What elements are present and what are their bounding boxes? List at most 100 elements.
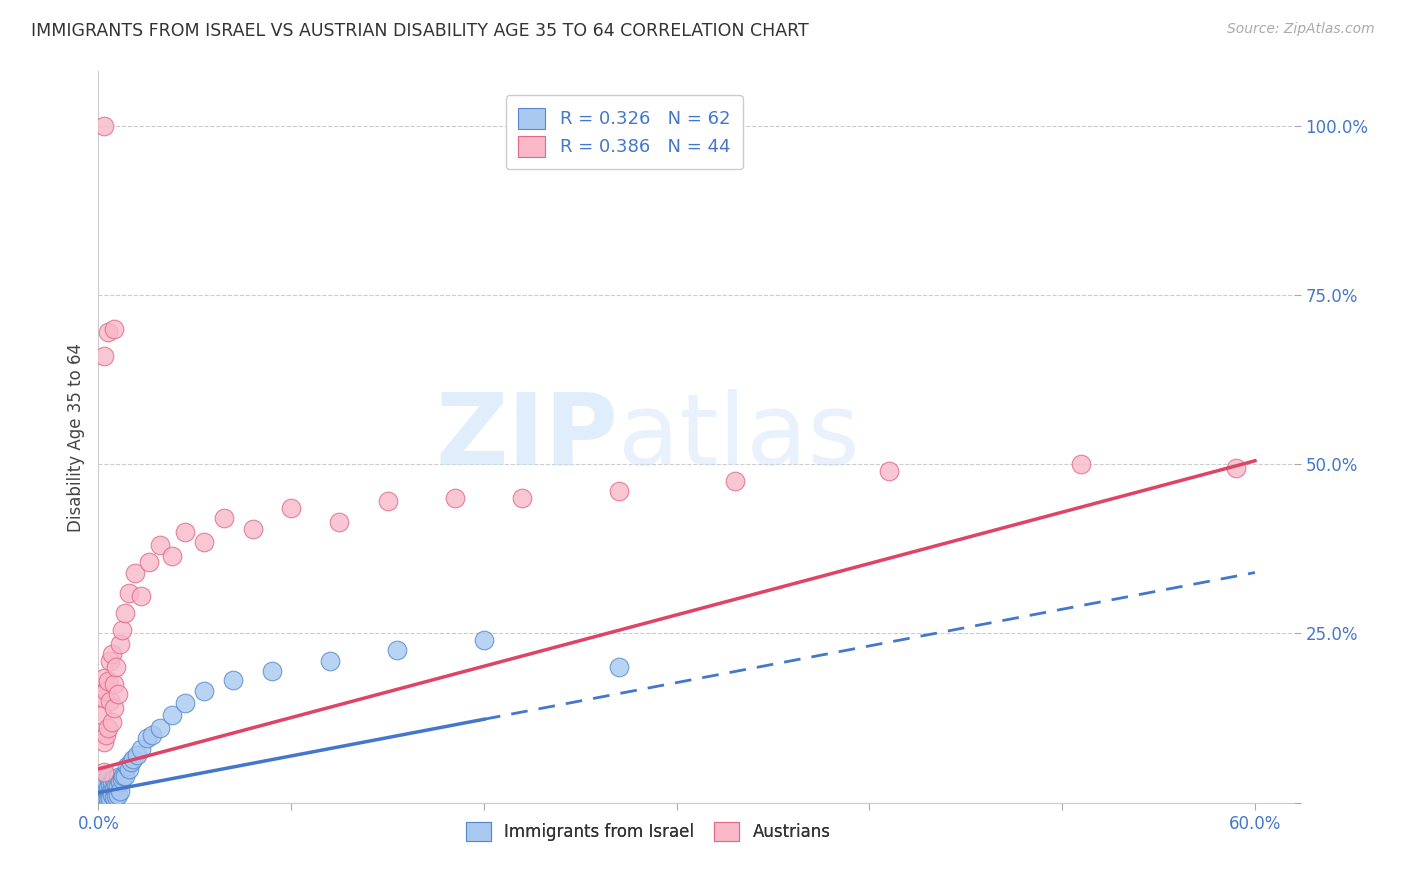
Point — [91, 792, 114, 806]
Point — [94, 684, 117, 698]
Point — [94, 782, 117, 797]
Point — [103, 701, 125, 715]
Point — [94, 775, 117, 789]
Point — [94, 790, 117, 805]
Point — [108, 783, 131, 797]
Point — [472, 633, 495, 648]
Point — [377, 494, 399, 508]
Point — [93, 790, 115, 805]
Point — [107, 788, 129, 802]
Point — [242, 521, 264, 535]
Point — [93, 772, 115, 786]
Point — [110, 623, 132, 637]
Point — [114, 606, 136, 620]
Point — [122, 752, 145, 766]
Point — [149, 538, 172, 552]
Point — [104, 789, 127, 803]
Point — [260, 664, 283, 678]
Point — [93, 783, 115, 797]
Point — [101, 788, 124, 802]
Point — [129, 589, 152, 603]
Point — [193, 535, 215, 549]
Point — [89, 782, 111, 797]
Point — [93, 119, 115, 133]
Y-axis label: Disability Age 35 to 64: Disability Age 35 to 64 — [66, 343, 84, 532]
Point — [385, 643, 409, 657]
Point — [97, 673, 120, 688]
Point — [97, 721, 120, 735]
Point — [607, 660, 630, 674]
Point — [97, 770, 120, 784]
Point — [97, 789, 120, 803]
Point — [93, 349, 115, 363]
Text: Source: ZipAtlas.com: Source: ZipAtlas.com — [1227, 22, 1375, 37]
Point — [91, 707, 114, 722]
Point — [91, 779, 114, 793]
Point — [129, 741, 152, 756]
Point — [104, 660, 127, 674]
Point — [160, 549, 183, 563]
Point — [103, 790, 125, 805]
Point — [97, 325, 120, 339]
Point — [91, 789, 114, 803]
Point — [107, 770, 129, 784]
Point — [103, 780, 125, 795]
Point — [89, 789, 111, 803]
Point — [877, 464, 900, 478]
Point — [94, 792, 117, 806]
Point — [98, 694, 121, 708]
Point — [93, 671, 115, 685]
Point — [114, 769, 136, 783]
Point — [104, 779, 127, 793]
Point — [108, 637, 131, 651]
Point — [93, 735, 115, 749]
Point — [98, 792, 121, 806]
Point — [110, 772, 132, 786]
Point — [118, 586, 141, 600]
Point — [124, 566, 146, 580]
Point — [98, 789, 121, 803]
Text: IMMIGRANTS FROM ISRAEL VS AUSTRIAN DISABILITY AGE 35 TO 64 CORRELATION CHART: IMMIGRANTS FROM ISRAEL VS AUSTRIAN DISAB… — [31, 22, 808, 40]
Point — [94, 788, 117, 802]
Point — [125, 748, 148, 763]
Point — [512, 491, 534, 505]
Point — [104, 786, 127, 800]
Point — [1070, 457, 1092, 471]
Point — [222, 673, 245, 687]
Point — [101, 714, 124, 729]
Point — [138, 555, 160, 569]
Point — [98, 777, 121, 791]
Point — [93, 786, 115, 800]
Point — [135, 731, 157, 746]
Point — [280, 501, 302, 516]
Point — [97, 792, 120, 806]
Point — [193, 684, 215, 698]
Point — [103, 772, 125, 786]
Point — [97, 780, 120, 795]
Point — [108, 775, 131, 789]
Point — [112, 769, 135, 783]
Point — [93, 792, 115, 806]
Point — [97, 786, 120, 800]
Point — [160, 707, 183, 722]
Legend: Immigrants from Israel, Austrians: Immigrants from Israel, Austrians — [457, 814, 839, 849]
Point — [107, 779, 129, 793]
Point — [723, 474, 745, 488]
Point — [174, 696, 197, 710]
Point — [94, 728, 117, 742]
Point — [101, 647, 124, 661]
Point — [91, 786, 114, 800]
Point — [103, 322, 125, 336]
Text: atlas: atlas — [619, 389, 860, 485]
Point — [444, 491, 467, 505]
Point — [120, 755, 142, 769]
Point — [93, 779, 115, 793]
Point — [98, 783, 121, 797]
Point — [174, 524, 197, 539]
Point — [319, 654, 342, 668]
Point — [118, 762, 141, 776]
Point — [212, 511, 235, 525]
Point — [89, 792, 111, 806]
Point — [328, 515, 350, 529]
Point — [93, 765, 115, 780]
